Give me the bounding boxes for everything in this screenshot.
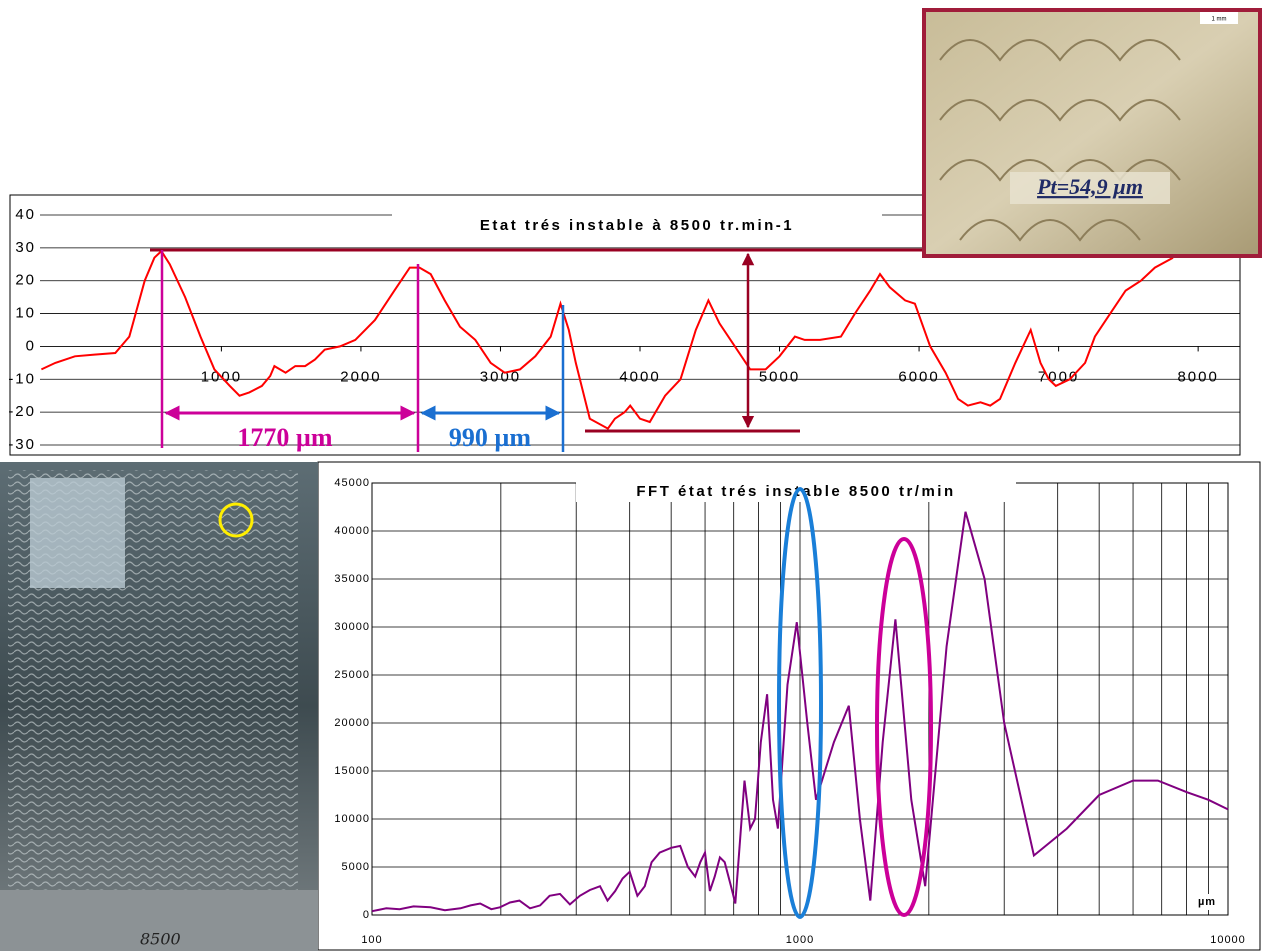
highlight-circle (218, 502, 254, 538)
y-tick-label: 0 (26, 337, 36, 354)
y-tick-label: 40 (15, 206, 36, 223)
photo (922, 8, 1262, 258)
inset-caption: Pt=54,9 µm (1036, 174, 1143, 199)
y-tick-label: 15000 (334, 765, 370, 777)
photo-texture (939, 39, 1181, 242)
x-tick-label: 100 (361, 934, 382, 946)
y-tick-label: -10 (8, 370, 36, 387)
x-tick-label: 5000 (759, 368, 800, 385)
chart-frame (317, 461, 1261, 951)
annotation: 990 µm (449, 423, 531, 452)
chart-title: FFT état trés instable 8500 tr/min (636, 483, 955, 500)
x-tick-label: 6000 (898, 368, 939, 385)
y-tick-label: -20 (8, 403, 36, 420)
axis-label-bg (1192, 894, 1222, 910)
y-tick-label: 20 (15, 272, 36, 289)
y-tick-label: 0 (363, 909, 370, 921)
y-tick-label: 20000 (334, 717, 370, 729)
x-tick-label: 2000 (340, 368, 381, 385)
chart-title: Etat trés instable à 8500 tr.min-1 (480, 217, 794, 234)
y-tick-label: 45000 (334, 477, 370, 489)
inset-photo: 1 mm Pt=54,9 µm (922, 8, 1262, 258)
x-axis-label: µm (1198, 896, 1216, 908)
y-tick-label: 30 (15, 239, 36, 256)
x-tick-label: 4000 (619, 368, 660, 385)
photo-highlight (30, 478, 125, 588)
highlight-ellipse (875, 537, 933, 917)
scale-bar-label: 1 mm (1212, 17, 1227, 23)
x-tick-label: 1000 (786, 934, 814, 946)
highlight-ellipse (777, 487, 823, 919)
y-tick-label: 10 (15, 305, 36, 322)
y-tick-label: 25000 (334, 669, 370, 681)
data-line (371, 511, 1229, 913)
x-tick-label: 10000 (1210, 934, 1246, 946)
left-photo: 8500 (0, 462, 318, 951)
sample-label: 8500 (140, 930, 181, 949)
title-bg (392, 214, 882, 238)
y-tick-label: 30000 (334, 621, 370, 633)
y-tick-label: 35000 (334, 573, 370, 585)
y-tick-label: -30 (8, 436, 36, 453)
annotation: 1770 µm (237, 423, 332, 452)
y-tick-label: 5000 (342, 861, 370, 873)
x-tick-label: 8000 (1177, 368, 1218, 385)
y-tick-label: 40000 (334, 525, 370, 537)
y-tick-label: 10000 (334, 813, 370, 825)
data-line (40, 249, 1174, 430)
caption-bg (1010, 172, 1170, 204)
scale-bar (1200, 12, 1238, 24)
photo-base (0, 890, 318, 951)
fft-chart: 0 5000 10000 15000 20000 25000 30000 35000 40000… (317, 461, 1261, 951)
